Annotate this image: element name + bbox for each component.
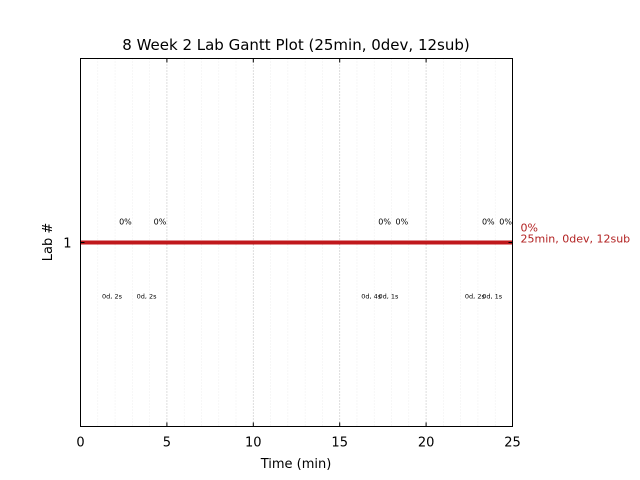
- y-tick-label: 1: [63, 237, 71, 252]
- annotation-duration: 0d, 1s: [482, 293, 503, 301]
- right-annotation: 0%: [521, 222, 538, 235]
- y-axis-label: Lab #: [41, 223, 56, 262]
- annotation-percent: 0%: [482, 218, 495, 227]
- annotation-duration: 0d, 4s: [361, 293, 382, 301]
- bar-layer: [80, 240, 513, 245]
- x-tick-label: 10: [245, 436, 262, 451]
- annotation-percent: 0%: [378, 218, 391, 227]
- x-axis-label: Time (min): [260, 457, 332, 472]
- right-annotation: 25min, 0dev, 12sub: [521, 233, 631, 246]
- x-tick-label: 0: [76, 436, 84, 451]
- x-tick-label: 5: [163, 436, 171, 451]
- annotation-percent: 0%: [154, 218, 167, 227]
- annotation-duration: 0d, 1s: [379, 293, 400, 301]
- x-tick-label: 20: [418, 436, 435, 451]
- gantt-bar-lab-1: [80, 240, 513, 245]
- y-axis: 1: [63, 237, 513, 252]
- annotation-percent: 0%: [396, 218, 409, 227]
- annotation-percent: 0%: [119, 218, 132, 227]
- x-axis: 0 5 10 15 20 25: [76, 58, 521, 451]
- annotation-duration: 0d, 2s: [465, 293, 486, 301]
- annotation-percent: 0%: [499, 218, 512, 227]
- annotation-duration: 0d, 2s: [137, 293, 158, 301]
- x-tick-label: 25: [504, 436, 521, 451]
- annotation-duration: 0d, 2s: [102, 293, 123, 301]
- chart-title: 8 Week 2 Lab Gantt Plot (25min, 0dev, 12…: [122, 36, 469, 54]
- x-tick-label: 15: [331, 436, 348, 451]
